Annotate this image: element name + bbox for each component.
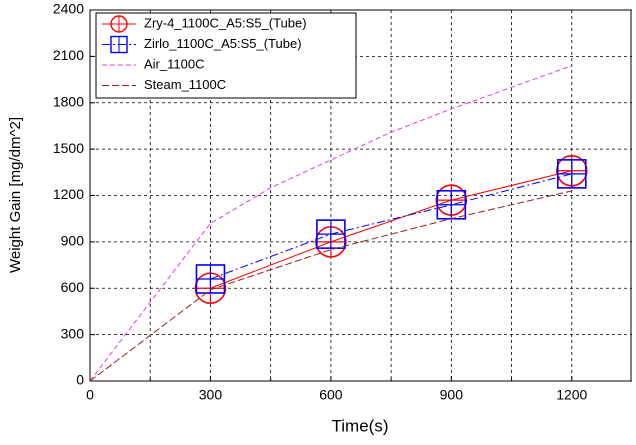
legend-label: Air_1100C [144,56,204,71]
y-axis-label: Weight Gain [mg/dm^2] [7,117,24,273]
legend-label: Zirlo_1100C_A5:S5_(Tube) [144,36,302,51]
legend-label: Steam_1100C [144,77,226,92]
series-line [89,190,572,382]
legend-marker [110,15,128,33]
y-tick-label: 0 [76,372,84,388]
y-tick-label: 600 [61,279,85,295]
x-tick-label: 1200 [556,387,587,403]
plot-frame [89,9,632,382]
y-tick-label: 2400 [53,1,84,17]
legend-label: Zry-4_1100C_A5:S5_(Tube) [144,15,307,30]
x-tick-label: 600 [319,387,343,403]
x-axis-label: Time(s) [332,416,389,435]
legend-marker [110,35,128,54]
data-point [195,264,226,294]
y-tick-label: 1200 [53,186,84,202]
y-tick-label: 2100 [53,47,84,63]
y-tick-label: 1500 [53,140,84,156]
data-point [556,159,587,189]
series-line [210,170,572,289]
x-tick-label: 300 [199,387,223,403]
x-tick-label: 900 [440,387,464,403]
series-line [210,173,572,280]
y-tick-label: 900 [61,233,85,249]
y-tick-label: 300 [61,325,85,341]
x-tick-label: 0 [86,387,94,403]
series-line [89,65,572,382]
data-point [436,189,467,220]
legend-box [95,12,357,99]
y-tick-label: 1800 [53,93,84,109]
data-point [316,219,346,249]
